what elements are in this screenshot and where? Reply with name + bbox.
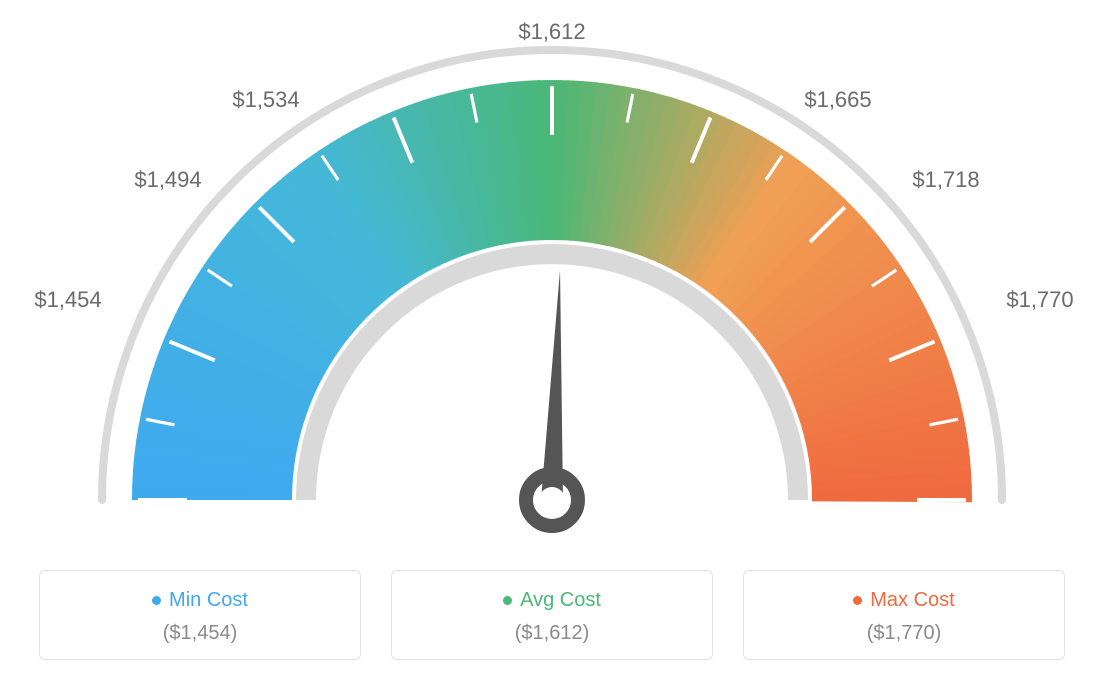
gauge-tick-label: $1,718 (912, 167, 979, 193)
dot-icon (152, 596, 161, 605)
dot-icon (503, 596, 512, 605)
legend-min-label: Min Cost (169, 589, 248, 612)
legend-row: Min Cost ($1,454) Avg Cost ($1,612) Max … (0, 570, 1104, 660)
legend-min-title: Min Cost (50, 589, 350, 612)
legend-min-card: Min Cost ($1,454) (39, 570, 361, 660)
gauge-svg (0, 0, 1104, 560)
gauge-chart-container: $1,454 $1,494 $1,534 $1,612 $1,665 $1,718 $1,7… (0, 0, 1104, 690)
legend-max-label: Max Cost (870, 589, 954, 612)
gauge-tick-label: $1,534 (232, 87, 299, 113)
gauge-tick-label: $1,770 (1006, 287, 1073, 313)
gauge-tick-label: $1,665 (804, 87, 871, 113)
legend-max-card: Max Cost ($1,770) (743, 570, 1065, 660)
legend-avg-title: Avg Cost (402, 589, 702, 612)
gauge-tick-label: $1,494 (134, 167, 201, 193)
legend-avg-label: Avg Cost (520, 589, 601, 612)
dot-icon (853, 596, 862, 605)
gauge-area: $1,454 $1,494 $1,534 $1,612 $1,665 $1,718 $1,7… (0, 0, 1104, 560)
legend-max-value: ($1,770) (754, 622, 1054, 645)
legend-min-value: ($1,454) (50, 622, 350, 645)
gauge-tick-label: $1,612 (518, 19, 585, 45)
gauge-tick-label: $1,454 (34, 287, 101, 313)
legend-avg-card: Avg Cost ($1,612) (391, 570, 713, 660)
legend-max-title: Max Cost (754, 589, 1054, 612)
legend-avg-value: ($1,612) (402, 622, 702, 645)
